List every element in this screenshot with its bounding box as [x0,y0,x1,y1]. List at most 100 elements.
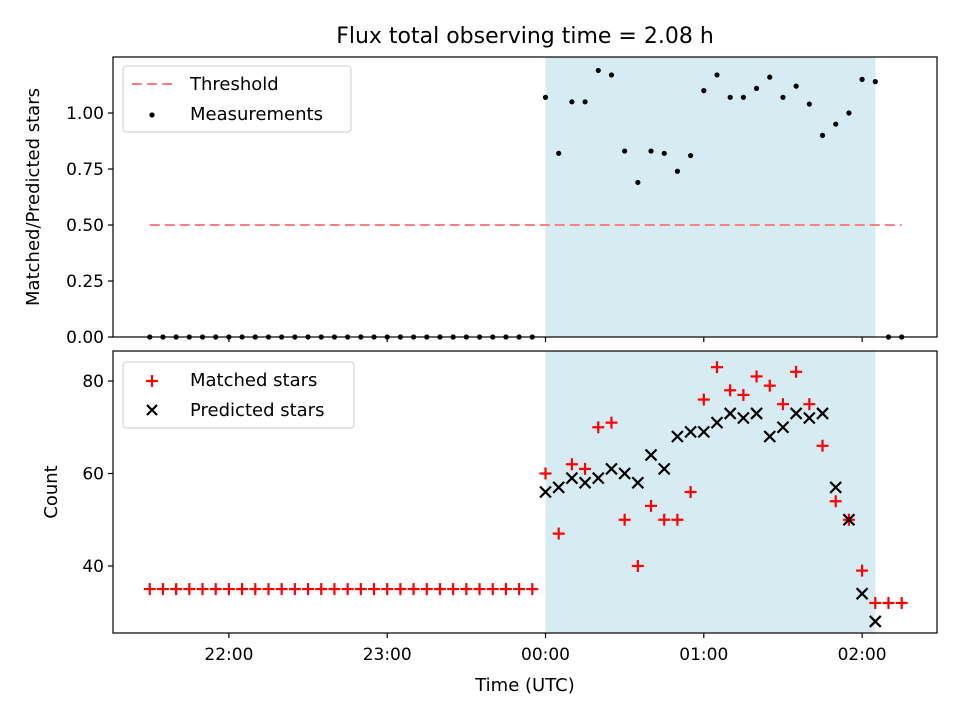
matched-star-point [249,583,262,596]
predicted-star-point [684,425,697,439]
matched-star-point [236,583,249,596]
top-shaded-region [545,57,876,337]
x-tick-label: 23:00 [363,645,412,665]
matched-star-point [170,583,183,596]
measurement-point [556,150,562,156]
matched-star-point [447,583,460,596]
matched-star-point [816,439,829,452]
matched-star-point [183,583,196,596]
matched-star-point [710,361,723,374]
matched-star-point [737,388,750,401]
bottom-y-label: Count [41,465,62,518]
y-tick-label: 0.00 [66,328,104,348]
matched-star-point [895,596,908,609]
matched-stars-points [143,361,908,609]
matched-star-point [368,583,381,596]
matched-star-point [697,393,710,406]
measurement-point [714,72,720,78]
predicted-star-point [789,407,803,420]
predicted-star-point [803,411,816,425]
matched-star-point [394,583,407,596]
matched-star-point [302,583,315,596]
measurement-point [622,148,628,154]
measurement-point [688,152,694,159]
measurement-point [635,179,641,186]
top-y-axis: 0.00 0.25 0.50 0.75 1.00 [66,104,113,348]
matched-star-point [209,583,222,596]
measurement-point [727,94,733,100]
measurement-point [859,76,865,82]
threshold-legend-label: Threshold [189,74,279,95]
bottom-plot-frame [112,350,938,634]
matched-star-point [433,583,446,596]
matched-star-point [143,583,156,596]
matched-star-point [750,370,763,383]
chart-title: Flux total observing time = 2.08 h [336,24,714,49]
predicted-star-point [842,513,856,527]
y-tick-label: 60 [82,465,104,485]
predicted-legend-label: Predicted stars [190,400,324,421]
predicted-star-point [776,421,790,434]
measurements-legend-label: Measurements [190,104,323,125]
matched-star-point [288,583,301,596]
predicted-star-point [697,425,711,439]
predicted-star-point [591,471,605,485]
predicted-star-point [552,481,565,494]
predicted-star-point [671,430,684,443]
matched-star-point [222,583,235,596]
matched-star-point [856,564,869,577]
matched-star-point [156,583,169,596]
matched-legend-swatch [146,375,158,387]
matched-star-point [526,583,539,596]
predicted-star-point [710,416,724,429]
matched-star-point [513,583,526,596]
measurement-point [569,99,575,105]
matched-star-point [631,559,644,572]
measurement-point [661,150,667,156]
measurement-point [542,94,549,100]
matched-star-point [460,583,473,596]
measurement-point [833,121,839,127]
matched-star-point [565,458,578,471]
matched-star-point [486,583,499,596]
measurement-point [753,85,760,91]
predicted-star-point [750,407,763,420]
predicted-star-point [605,462,618,476]
bottom-y-axis: 40 60 80 [82,372,113,577]
measurement-point [701,88,707,94]
bottom-shaded-region [545,351,876,633]
y-tick-label: 1.00 [66,104,104,124]
predicted-star-point [763,430,777,443]
predicted-star-point [816,407,829,420]
matched-star-point [381,583,394,596]
measurement-point [608,72,615,78]
matched-star-point [605,416,618,429]
measurement-point [846,110,852,116]
matched-star-point [262,583,275,596]
measurement-point [819,132,826,138]
matched-star-point [328,583,341,596]
y-tick-label: 40 [82,557,104,577]
matched-star-point [776,398,789,411]
measurements-legend-swatch [149,112,155,118]
predicted-star-point [539,485,552,499]
predicted-star-point [829,481,842,494]
matched-star-point [579,462,592,475]
matched-star-point [592,421,605,434]
top-x-axis [228,337,863,342]
matched-star-point [763,379,776,392]
predicted-legend-swatch [146,404,158,416]
top-legend-box [122,65,352,133]
matched-star-point [671,513,684,526]
predicted-star-point [631,476,645,490]
matched-star-point [552,527,565,540]
predicted-star-point [869,615,882,628]
matched-star-point [724,384,737,397]
matched-star-point [420,583,433,596]
predicted-star-point [855,587,869,600]
matched-star-point [354,583,367,596]
y-tick-label: 0.25 [66,272,104,292]
measurement-point [793,83,799,89]
measurement-point [582,99,588,105]
